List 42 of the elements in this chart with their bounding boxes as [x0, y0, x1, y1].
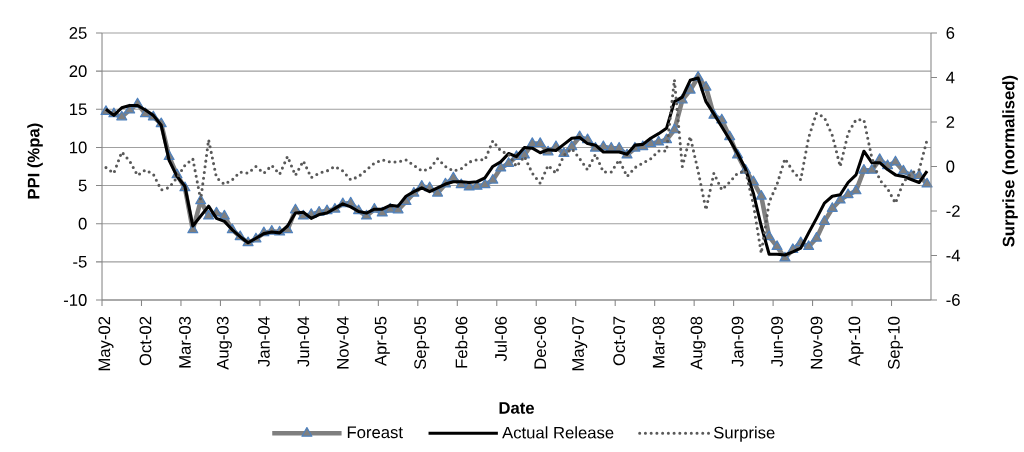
x-tick-label: May-02	[98, 316, 114, 371]
x-tick-label: Sep-10	[887, 316, 904, 370]
x-tick-label: Nov-09	[810, 316, 823, 369]
y2-tick-label: 2	[946, 116, 955, 128]
y2-tick-label: -4	[946, 249, 961, 262]
x-tick-label: Mar-08	[652, 316, 665, 368]
y-tick-label: 15	[70, 103, 87, 116]
y2-tick-label: 4	[946, 71, 955, 84]
y2-tick-label: 0	[946, 160, 955, 173]
x-tick-label: Oct-07	[613, 316, 626, 366]
legend-label: Actual Release	[502, 426, 614, 439]
y2-axis-title: Surprise (normalised)	[1002, 75, 1018, 247]
x-tick-label: Jan-04	[257, 316, 270, 367]
y-tick-label: -10	[63, 294, 87, 306]
y-tick-label: 20	[69, 65, 87, 78]
y-tick-label: 25	[69, 27, 87, 39]
x-tick-label: May-07	[572, 316, 588, 371]
x-tick-label: Mar-03	[179, 316, 191, 368]
x-tick-label: Jun-04	[297, 316, 310, 367]
x-tick-label: Nov-04	[336, 316, 349, 369]
x-tick-label: Jun-09	[771, 316, 783, 367]
legend-label: Surprise	[713, 426, 775, 442]
x-tick-label: Sep-05	[414, 316, 430, 370]
y-tick-label: 0	[78, 217, 87, 230]
x-tick-label: Feb-06	[455, 316, 468, 368]
x-tick-label: Dec-06	[534, 316, 547, 369]
x-tick-label: Jul-06	[494, 316, 507, 362]
legend-label: Foreast	[347, 426, 403, 439]
y-tick-label: 10	[70, 141, 87, 154]
y-axis-title: PPI (%pa)	[27, 123, 43, 199]
x-tick-label: Apr-10	[848, 316, 864, 367]
y2-tick-label: -6	[946, 294, 960, 306]
y2-tick-label: 6	[946, 27, 955, 39]
y-tick-label: -5	[73, 256, 87, 268]
y2-tick-label: -2	[946, 205, 960, 217]
x-tick-label: Apr-05	[374, 316, 390, 367]
x-tick-label: Aug-08	[690, 316, 706, 370]
x-tick-label: Aug-03	[216, 316, 232, 370]
y-tick-label: 5	[78, 179, 87, 192]
x-tick-label: Oct-02	[139, 316, 152, 366]
x-axis-title: Date	[499, 402, 534, 414]
x-tick-label: Jan-09	[731, 316, 744, 367]
